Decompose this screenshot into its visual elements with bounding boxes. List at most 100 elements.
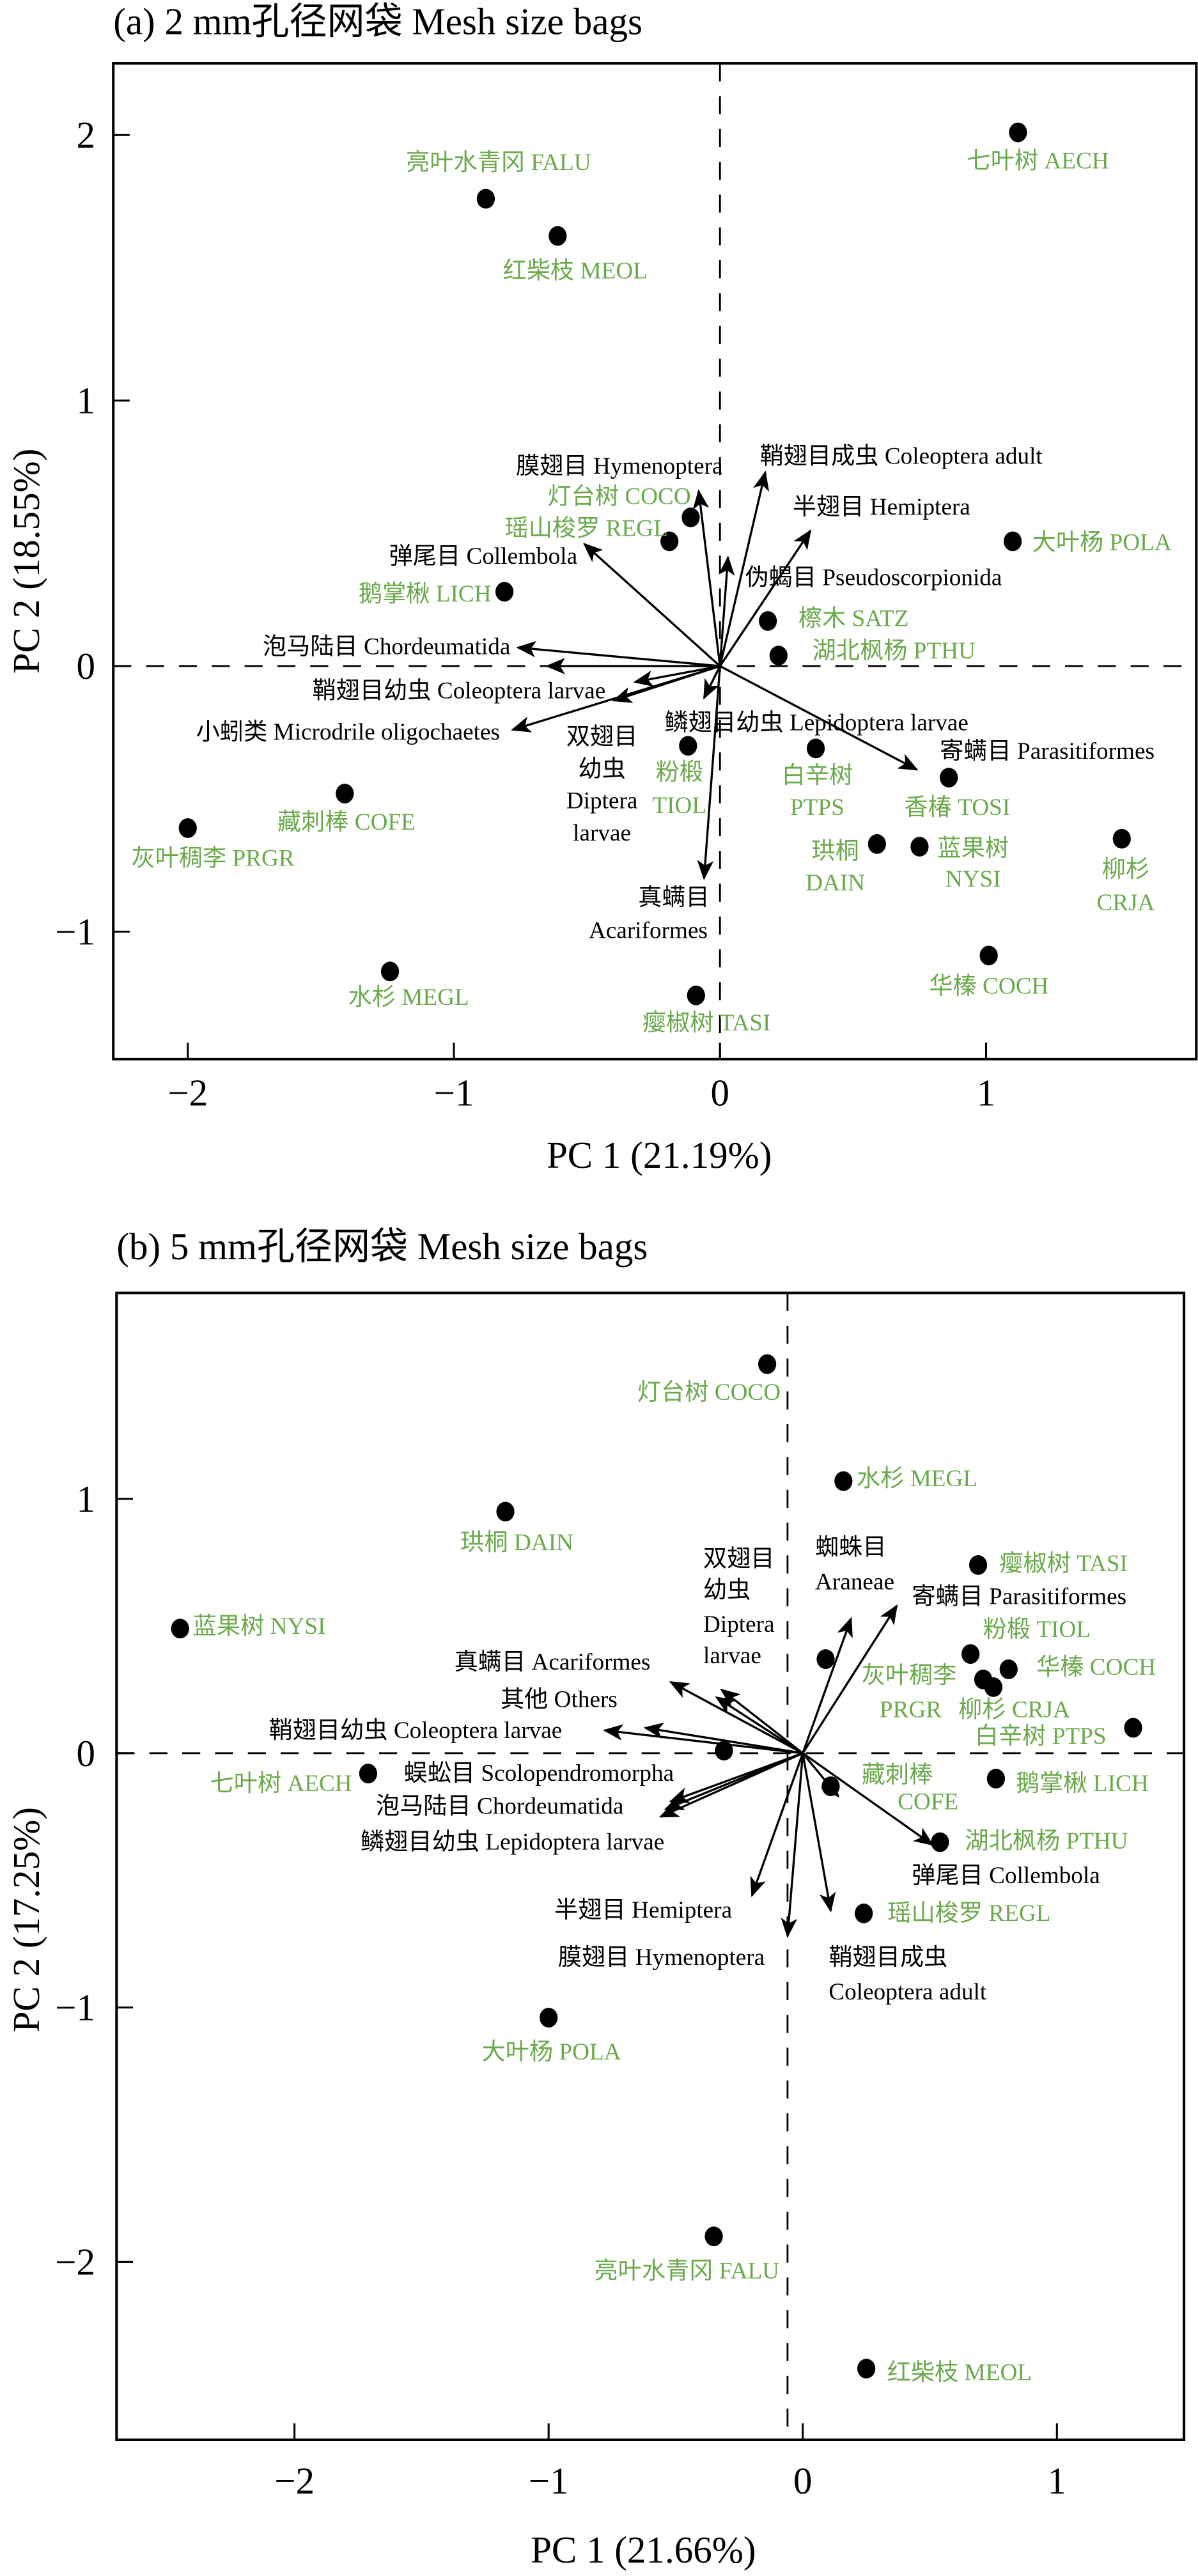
site-label: 灰叶稠李 PRGR [862, 1662, 957, 1723]
loading-vector-arrow [643, 1722, 804, 1755]
vector-label: 双翅目幼虫 Diptera larvae [566, 723, 638, 846]
site-point [867, 834, 886, 854]
site-point [1112, 828, 1131, 849]
site-label: 粉椴 TIOL [652, 759, 706, 819]
site-label: 鹅掌楸 LICH [1016, 1770, 1149, 1797]
vector-label: 半翅目 Hemiptera [793, 493, 970, 520]
site-label: 瘿椒树 TASI [999, 1550, 1128, 1577]
vector-label: 蜈蚣目 Scolopendromorpha [404, 1760, 674, 1787]
vector-label: 鞘翅目成虫 Coleoptera adult [760, 442, 1043, 469]
site-point [806, 738, 825, 759]
site-point [548, 226, 567, 246]
loading-vector-arrow [633, 665, 720, 687]
site-point [816, 1649, 835, 1669]
site-point [687, 985, 705, 1005]
site-point [759, 611, 777, 631]
panel-a-2mm-mesh: (a) 2 mm孔径网袋 Mesh size bags −2 −1 0 1 −1 0 1 2 PC… [5, 0, 1198, 1176]
vector-label: 蜘蛛目 Araneae [815, 1534, 894, 1595]
y-tick-label: −1 [55, 911, 95, 953]
site-point [540, 2008, 558, 2028]
vector-label: 弹尾目 Collembola [389, 543, 578, 570]
site-label: 水杉 MEGL [857, 1465, 977, 1491]
y-tick-label: 1 [76, 1478, 95, 1520]
loading-vector-arrow [516, 640, 720, 667]
site-label: 蓝果树 NYSI [193, 1612, 326, 1639]
loading-vector-arrow [802, 1753, 836, 1913]
loading-vector-arrow [612, 665, 720, 703]
site-label: 水杉 MEGL [348, 984, 469, 1010]
loading-vector-arrow [802, 1752, 934, 1846]
vector-label: 鞘翅目幼虫 Coleoptera larvae [269, 1717, 563, 1744]
site-label: 湖北枫杨 PTHU [965, 1827, 1128, 1854]
y-axis-label: PC 2 (18.55%) [5, 449, 47, 674]
vector-label: 膜翅目 Hymenoptera [558, 1943, 765, 1970]
plot-frame [112, 62, 1198, 1060]
vector-label: 鞘翅目幼虫 Coleoptera larvae [313, 677, 606, 704]
site-point [821, 1776, 840, 1796]
site-label: 檫木 SATZ [798, 605, 909, 632]
site-point [979, 945, 998, 966]
site-label: 瑶山梭罗 REGL [887, 1899, 1050, 1926]
loading-vector-arrow [720, 1688, 804, 1755]
loading-vector-arrow [802, 1617, 853, 1754]
site-point [380, 961, 400, 982]
x-tick-label: 0 [710, 1072, 729, 1114]
y-tick-label: 0 [76, 645, 95, 687]
y-tick-label: −2 [55, 2240, 95, 2283]
site-point [660, 531, 679, 552]
y-tick-label: 1 [76, 380, 95, 422]
site-label: 珙桐 DAIN [460, 1529, 573, 1555]
chart-title: (a) 2 mm孔径网袋 Mesh size bags [113, 0, 642, 42]
chart-title: (b) 5 mm孔径网袋 Mesh size bags [116, 1225, 648, 1268]
site-label: 瑶山梭罗 REGL [505, 515, 668, 541]
x-tick-label: −2 [274, 2460, 315, 2502]
loading-vector-arrow [719, 665, 919, 771]
site-point [940, 768, 958, 788]
site-label: 亮叶水青冈 FALU [406, 149, 591, 176]
panel-b-5mm-mesh: (b) 5 mm孔径网袋 Mesh size bags −2 −1 0 1 −2 −1 0 1 P… [5, 1225, 1186, 2571]
site-label: 大叶杨 POLA [1032, 529, 1172, 555]
vector-label: 鞘翅目成虫 Coleoptera adult [828, 1943, 987, 2005]
site-point [679, 736, 697, 756]
loading-vector-arrow [719, 529, 812, 667]
x-axis-label: PC 1 (21.66%) [531, 2529, 756, 2571]
site-point [336, 784, 354, 803]
y-tick-label: 0 [76, 1732, 95, 1774]
vector-label: 双翅目幼虫 Diptera larvae [703, 1545, 775, 1668]
site-point [986, 1769, 1006, 1788]
site-label: 灰叶稠李 PRGR [131, 845, 294, 871]
x-tick-label: −1 [434, 1072, 474, 1114]
site-label: 湖北枫杨 PTHU [813, 637, 976, 664]
site-point [178, 818, 197, 838]
site-label: 香椿 TOSI [904, 794, 1010, 820]
vector-label: 膜翅目 Hymenoptera [516, 452, 722, 479]
x-tick-label: 1 [1048, 2460, 1067, 2502]
site-label: 七叶树 AECH [210, 1771, 352, 1797]
site-point [715, 1741, 733, 1761]
loading-vector-arrow [781, 1753, 804, 1938]
vector-label: 鳞翅目幼虫 Lepidoptera larvae [665, 709, 969, 736]
y-tick-label: −1 [55, 1987, 95, 2029]
site-label: 蓝果树 NYSI [937, 835, 1009, 892]
site-label: 红柴枝 MEOL [503, 258, 648, 284]
site-point [961, 1644, 980, 1664]
site-label: 华榛 COCH [1036, 1653, 1156, 1680]
x-tick-label: −2 [167, 1072, 208, 1114]
site-label: 柳杉 CRJA [1096, 856, 1155, 915]
site-label: 华榛 COCH [929, 972, 1048, 999]
y-axis-label: PC 2 (17.25%) [5, 1807, 47, 2032]
site-label: 七叶树 AECH [967, 148, 1109, 174]
vector-label: 鳞翅目幼虫 Lepidoptera larvae [361, 1828, 664, 1855]
site-label: 藏刺棒 COFE [277, 809, 416, 835]
site-point [476, 189, 495, 209]
vector-label: 小蚓类 Microdrile oligochaetes [196, 718, 500, 745]
vector-label: 其他 Others [501, 1686, 618, 1712]
site-point [359, 1764, 378, 1784]
x-tick-label: 0 [793, 2460, 813, 2502]
site-point [834, 1471, 853, 1491]
x-axis-label: PC 1 (21.19%) [547, 1134, 772, 1176]
site-point [1009, 122, 1027, 143]
site-point [1004, 531, 1022, 552]
vector-label: 真螨目 Acariformes [589, 884, 710, 943]
site-label: 亮叶水青冈 FALU [594, 2257, 779, 2284]
